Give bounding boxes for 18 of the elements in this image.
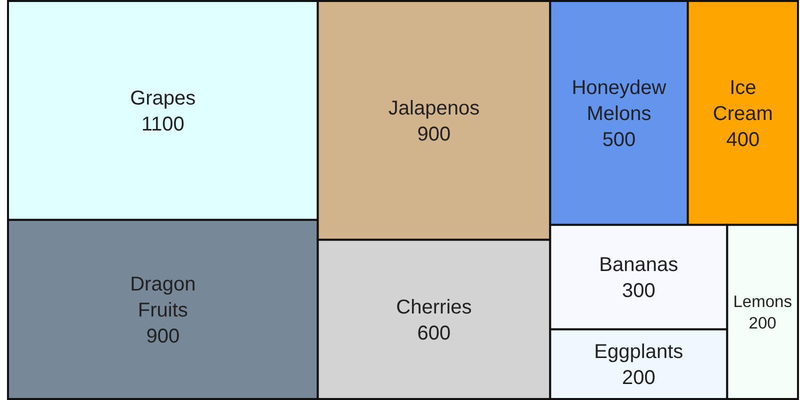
category-label: Eggplants [594, 341, 684, 364]
category-label: Dragon Fruits [130, 273, 196, 322]
data-label: 200 [748, 313, 776, 332]
data-label: 400 [726, 128, 760, 151]
category-label: Bananas [599, 254, 678, 276]
category-label: Cherries [396, 296, 472, 318]
data-label: 600 [417, 322, 451, 344]
data-label: 500 [602, 128, 636, 151]
data-label: 1100 [141, 113, 184, 136]
category-label: Lemons [733, 292, 792, 311]
data-label: 300 [622, 280, 656, 302]
data-label: 900 [146, 325, 180, 348]
category-label: Honeydew Melons [572, 76, 667, 125]
data-label: 200 [622, 367, 656, 390]
category-label: Jalapenos [388, 97, 480, 120]
category-label: Ice Cream [712, 76, 773, 125]
category-label: Grapes [130, 87, 196, 110]
data-label: 900 [417, 123, 451, 146]
